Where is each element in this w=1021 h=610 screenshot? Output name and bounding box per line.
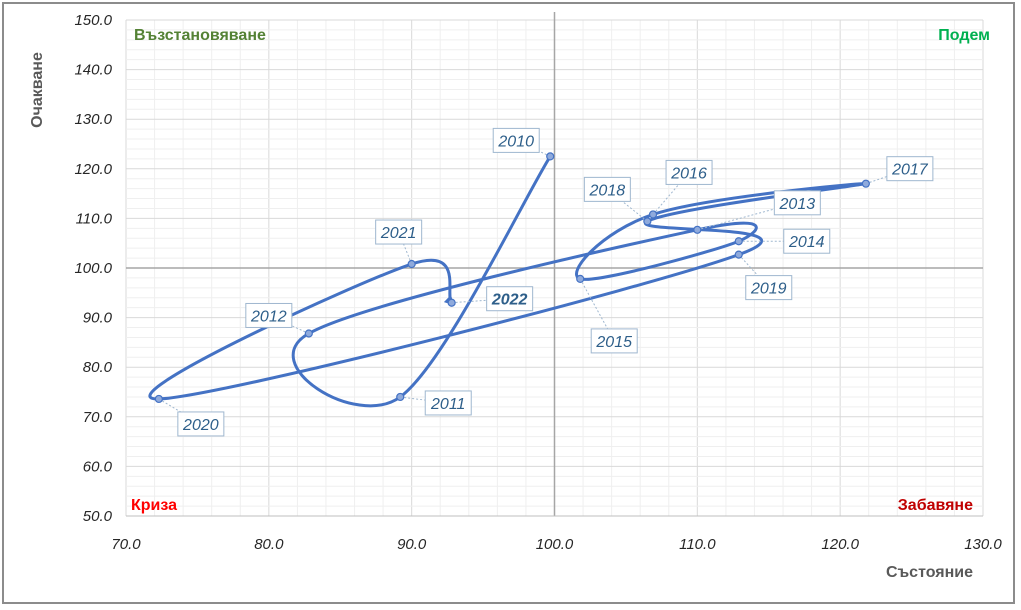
- data-label-2011: 2011: [430, 396, 465, 413]
- quadrant-label-crisis: Криза: [131, 497, 177, 514]
- x-tick-label: 70.0: [111, 536, 141, 553]
- data-point-2019: [734, 250, 743, 259]
- data-label-box-2011: [424, 390, 472, 416]
- data-label-2019: 2019: [750, 281, 787, 298]
- data-point-2018: [643, 217, 652, 226]
- x-tick-label: 100.0: [536, 536, 574, 553]
- data-label-box-2013: [773, 190, 821, 216]
- tick-labels: 70.0 80.0 90.0 100.0 110.0 120.0 130.0 50.0 60.0…: [74, 12, 1002, 553]
- y-tick-label: 120.0: [74, 161, 112, 178]
- data-point-2022: [447, 298, 456, 307]
- data-label-box-2016: [665, 159, 713, 185]
- data-point-2020: [154, 394, 163, 404]
- leader-line-2012: [268, 315, 310, 334]
- y-tick-label: 50.0: [83, 508, 113, 525]
- y-tick-label: 150.0: [74, 12, 112, 29]
- x-tick-label: 120.0: [821, 536, 859, 553]
- data-point-2011: [396, 392, 405, 402]
- data-point-2012: [304, 329, 313, 338]
- data-label-2022: 2022: [491, 292, 528, 309]
- data-point-2013: [693, 225, 702, 234]
- y-tick-label: 110.0: [76, 210, 113, 227]
- data-label-box-2021: [375, 219, 423, 245]
- data-label-box-2019: [745, 275, 793, 301]
- x-tick-label: 130.0: [964, 536, 1002, 553]
- x-axis-title: Състояние: [886, 564, 973, 581]
- data-point-2015: [576, 274, 585, 284]
- data-label-box-2022: [486, 286, 534, 312]
- x-tick-label: 80.0: [254, 536, 284, 553]
- data-point-2016: [648, 210, 658, 219]
- x-tick-label: 110.0: [679, 536, 716, 553]
- data-label-2016: 2016: [670, 165, 707, 182]
- y-tick-label: 80.0: [83, 359, 113, 376]
- y-tick-label: 60.0: [83, 458, 113, 475]
- data-point-2014: [734, 237, 743, 246]
- y-axis-title: Очакване: [29, 52, 46, 128]
- data-label-box-2017: [886, 156, 934, 182]
- data-label-2015: 2015: [595, 334, 632, 351]
- data-label-2010: 2010: [497, 133, 534, 150]
- quadrant-label-boom: Подем: [938, 27, 990, 44]
- quadrant-label-recovery: Възстановяване: [134, 27, 266, 44]
- data-labels: 2010 2011 2012 2013 2014 2015 2016 2017 2018 2019…: [177, 127, 934, 437]
- data-label-box-2015: [590, 328, 638, 354]
- data-label-box-2010: [492, 127, 540, 153]
- reference-lines: [126, 12, 983, 517]
- data-label-box-2018: [583, 176, 631, 202]
- leader-line-2019: [738, 254, 770, 288]
- data-label-2013: 2013: [779, 196, 816, 213]
- data-label-box-2020: [177, 411, 225, 437]
- data-points: [154, 152, 870, 404]
- data-point-2010: [546, 152, 555, 161]
- quadrant-label-slowdown: Забавяне: [898, 497, 973, 514]
- data-label-2012: 2012: [250, 308, 287, 325]
- y-tick-label: 70.0: [83, 409, 113, 426]
- data-label-2018: 2018: [589, 182, 626, 199]
- leader-line-2016: [652, 172, 690, 215]
- y-tick-label: 140.0: [74, 62, 112, 79]
- data-label-box-2012: [245, 302, 293, 328]
- data-label-2021: 2021: [380, 225, 417, 242]
- y-tick-label: 100.0: [74, 260, 112, 277]
- y-tick-label: 130.0: [74, 111, 112, 128]
- x-tick-label: 90.0: [397, 536, 427, 553]
- y-tick-label: 90.0: [83, 310, 113, 327]
- data-point-2017: [861, 179, 870, 188]
- data-label-2017: 2017: [891, 162, 929, 179]
- data-point-2021: [407, 259, 416, 269]
- data-label-2020: 2020: [182, 417, 219, 434]
- data-label-2014: 2014: [788, 234, 825, 251]
- data-label-box-2014: [783, 228, 831, 254]
